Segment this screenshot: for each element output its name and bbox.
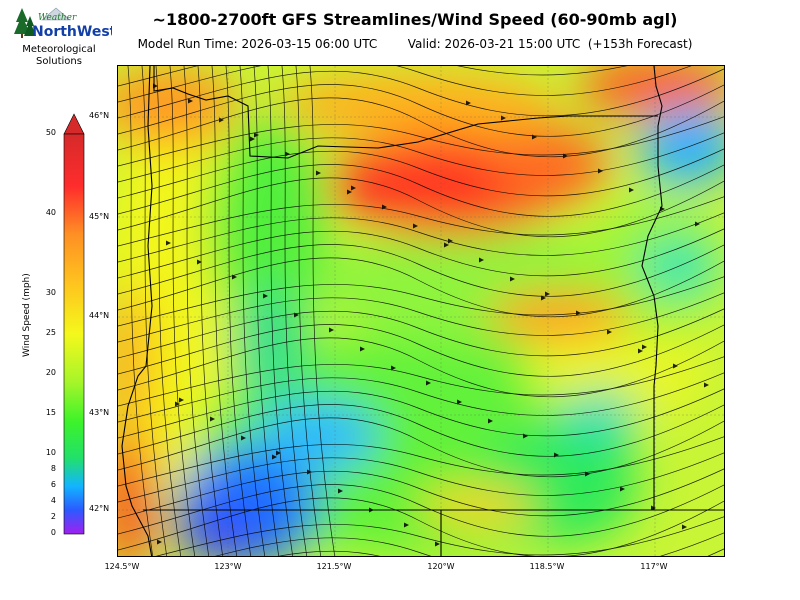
chart-title: ~1800-2700ft GFS Streamlines/Wind Speed … xyxy=(152,10,678,29)
chart-subtitle: Model Run Time: 2026-03-15 06:00 UTC Val… xyxy=(120,37,710,51)
map-panel xyxy=(117,65,725,557)
svg-text:NorthWest: NorthWest xyxy=(32,24,112,40)
valid-time: Valid: 2026-03-21 15:00 UTC (+153h Forec… xyxy=(407,37,693,51)
boundaries xyxy=(121,66,724,556)
longitude-label: 124.5°W xyxy=(104,562,140,571)
logo-graphic: Weather NorthWest xyxy=(14,7,112,40)
longitude-label: 121.5°W xyxy=(316,562,352,571)
model-run-time: Model Run Time: 2026-03-15 06:00 UTC xyxy=(137,37,378,51)
colorbar-tick: 2 xyxy=(50,512,56,521)
colorbar-tick: 40 xyxy=(45,208,56,217)
wind-speed-field xyxy=(118,66,724,556)
logo-line2: Solutions xyxy=(36,56,82,67)
latitude-label: 46°N xyxy=(89,111,110,120)
colorbar xyxy=(63,113,85,535)
latitude-label: 45°N xyxy=(89,212,110,221)
colorbar-tick: 50 xyxy=(45,128,56,137)
colorbar-tick: 6 xyxy=(50,480,56,489)
colorbar-tick: 30 xyxy=(45,288,56,297)
colorbar-tick: 25 xyxy=(45,328,56,337)
longitude-label: 123°W xyxy=(214,562,242,571)
logo: Weather NorthWest Meteorological Solutio… xyxy=(6,4,112,70)
latitude-label: 43°N xyxy=(89,408,110,417)
colorbar-tick: 15 xyxy=(45,408,56,417)
streamlines xyxy=(118,66,724,556)
longitude-label: 120°W xyxy=(427,562,455,571)
longitude-label: 117°W xyxy=(640,562,668,571)
svg-text:Weather: Weather xyxy=(38,13,77,23)
colorbar-tick: 10 xyxy=(45,448,56,457)
latitude-label: 42°N xyxy=(89,504,110,513)
colorbar-extend-arrow xyxy=(63,113,85,135)
latitude-label: 44°N xyxy=(89,311,110,320)
logo-line1: Meteorological xyxy=(22,44,96,55)
colorbar-tick: 8 xyxy=(50,464,56,473)
colorbar-bar xyxy=(63,133,85,535)
colorbar-tick: 4 xyxy=(50,496,56,505)
colorbar-tick: 0 xyxy=(50,528,56,537)
colorbar-tick: 20 xyxy=(45,368,56,377)
wind-speed-map xyxy=(118,66,724,556)
longitude-label: 118.5°W xyxy=(529,562,565,571)
